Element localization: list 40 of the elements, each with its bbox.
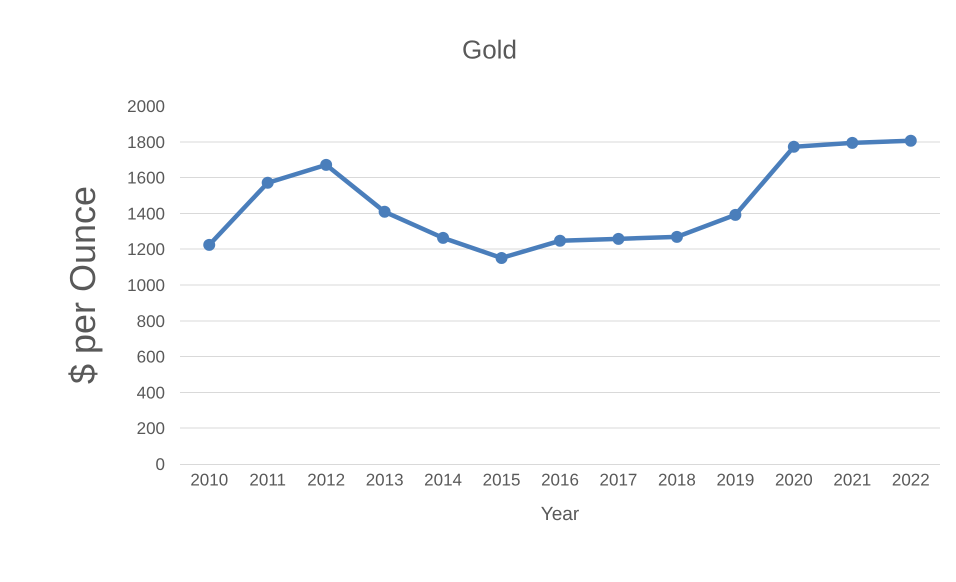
x-tick-label: 2010	[190, 470, 228, 490]
x-tick-label: 2014	[424, 470, 462, 490]
point	[729, 208, 742, 221]
point	[378, 206, 391, 218]
x-axis-title: Year	[540, 504, 580, 526]
x-tick-label: 2022	[892, 470, 930, 490]
y-tick-label: 2000	[127, 96, 165, 116]
x-tick-label: 2016	[541, 470, 579, 490]
y-tick-label: 1600	[127, 168, 165, 188]
point	[846, 136, 858, 149]
point	[788, 140, 800, 153]
point	[320, 158, 332, 171]
point	[496, 252, 508, 264]
y-tick-label: 1800	[127, 132, 165, 152]
x-tick-label: 2015	[482, 470, 520, 490]
x-tick-label: 2021	[833, 470, 872, 490]
y-tick-label: 400	[136, 383, 165, 402]
x-tick-label: 2019	[716, 470, 754, 490]
x-tick-label: 2020	[774, 470, 813, 490]
x-tick-label: 2013	[366, 470, 404, 490]
y-tick-label: 1400	[127, 204, 165, 224]
x-tick-label: 2018	[658, 470, 696, 490]
point	[203, 238, 216, 251]
x-tick-label: 2012	[307, 470, 346, 490]
y-tick-label: 600	[136, 348, 165, 367]
chart-title: Gold	[462, 34, 517, 65]
y-tick-label: 0	[156, 454, 165, 474]
y-tick-label: 1000	[127, 276, 165, 295]
x-tick-label: 2017	[600, 470, 638, 490]
point	[437, 232, 450, 244]
point	[612, 232, 624, 245]
point	[554, 234, 566, 247]
point	[670, 230, 683, 243]
point	[904, 134, 917, 147]
y-tick-label: 800	[136, 312, 165, 331]
y-tick-label: 1200	[127, 240, 165, 260]
y-axis-title: $ per Ounce	[62, 186, 104, 384]
point	[262, 176, 274, 189]
y-tick-label: 200	[136, 419, 165, 438]
x-tick-label: 2011	[249, 470, 286, 490]
